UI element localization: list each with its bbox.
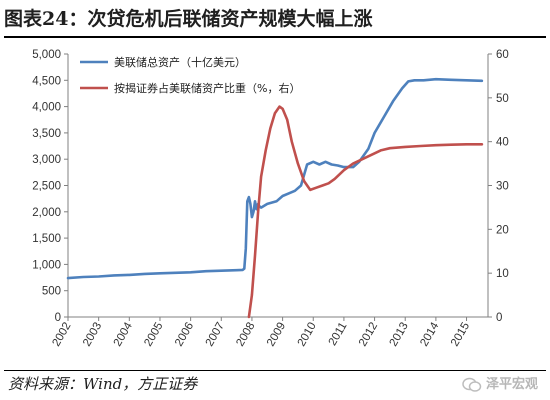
right-tick-label: 0: [496, 312, 502, 324]
chart: 05001,0001,5002,0002,5003,0003,5004,0004…: [32, 49, 509, 349]
x-tick-label: 2002: [50, 321, 73, 349]
left-tick-label: 3,000: [32, 154, 61, 166]
left-tick-label: 4,500: [32, 75, 61, 87]
right-tick-label: 60: [496, 49, 509, 61]
x-tick-label: 2006: [173, 321, 196, 349]
footer-rule: [4, 370, 546, 371]
left-tick-label: 500: [42, 286, 61, 298]
left-tick-label: 5,000: [32, 49, 61, 61]
right-tick-label: 40: [496, 137, 509, 149]
left-tick-label: 2,500: [32, 181, 61, 193]
x-tick-label: 2003: [81, 321, 104, 349]
left-tick-label: 2,000: [32, 207, 61, 219]
x-tick-label: 2014: [418, 320, 441, 349]
left-tick-label: 1,000: [32, 259, 61, 271]
right-tick-label: 10: [496, 268, 509, 280]
series-line-total-assets: [66, 77, 484, 280]
watermark-text: 泽平宏观: [485, 377, 538, 392]
left-tick-label: 3,500: [32, 128, 61, 140]
x-tick-label: 2015: [449, 321, 472, 349]
legend-label-mbs-share: 按揭证券占美联储资产比重（%，右）: [114, 81, 300, 95]
x-tick-label: 2012: [357, 321, 380, 349]
left-tick-label: 1,500: [32, 233, 61, 245]
watermark: 泽平宏观: [462, 375, 538, 395]
x-tick-label: 2013: [388, 321, 411, 349]
x-tick-label: 2009: [265, 321, 288, 349]
wechat-icon: [462, 377, 482, 392]
series-line-mbs-share: [247, 105, 484, 319]
x-tick-label: 2011: [327, 321, 350, 348]
right-tick-label: 50: [496, 93, 509, 105]
legend-label-total-assets: 美联储总资产（十亿美元）: [114, 55, 246, 69]
source-note: 资料来源：Wind，方正证券: [8, 375, 198, 393]
right-tick-label: 20: [496, 224, 509, 236]
title-rule: [4, 36, 546, 38]
left-tick-label: 4,000: [32, 102, 61, 114]
x-tick-label: 2008: [234, 321, 257, 349]
series-layer: [66, 77, 484, 319]
x-tick-label: 2007: [204, 321, 227, 349]
x-tick-label: 2010: [296, 321, 319, 349]
right-tick-label: 30: [496, 181, 509, 193]
x-tick-label: 2005: [142, 321, 165, 349]
x-tick-label: 2004: [112, 320, 135, 349]
left-tick-label: 0: [55, 312, 61, 324]
figure-title: 图表24：次贷危机后联储资产规模大幅上涨: [4, 8, 373, 30]
legend: 美联储总资产（十亿美元） 按揭证券占美联储资产比重（%，右）: [80, 55, 300, 95]
